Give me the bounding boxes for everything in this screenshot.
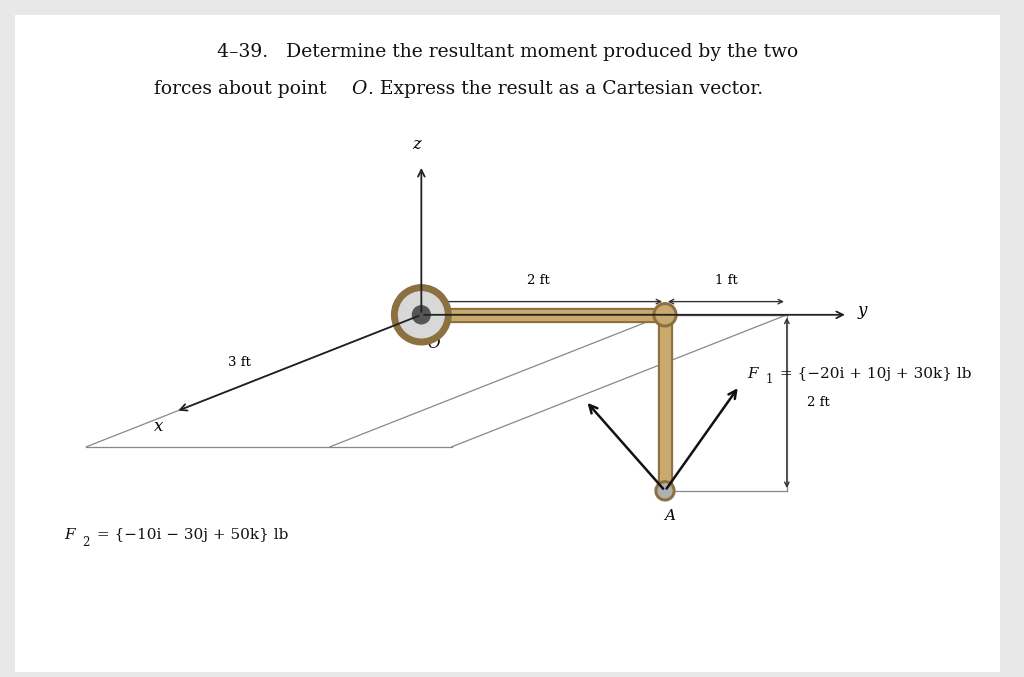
Text: O: O [427,336,439,351]
Text: forces about point: forces about point [154,80,332,98]
Text: 1: 1 [765,373,772,386]
Text: y: y [858,303,867,320]
Circle shape [653,303,677,327]
Text: 4–39.   Determine the resultant moment produced by the two: 4–39. Determine the resultant moment pro… [217,43,799,61]
Text: = {−10i − 30j + 50k} lb: = {−10i − 30j + 50k} lb [92,528,289,542]
Circle shape [655,481,675,501]
Text: . Express the result as a Cartesian vector.: . Express the result as a Cartesian vect… [368,80,763,98]
Circle shape [656,306,674,324]
Text: 2: 2 [82,536,90,548]
Text: 3 ft: 3 ft [227,356,251,369]
Text: O: O [351,80,367,98]
Circle shape [391,285,452,345]
FancyBboxPatch shape [15,15,1000,672]
Text: = {−20i + 10j + 30k} lb: = {−20i + 10j + 30k} lb [775,367,972,381]
Text: F: F [65,528,75,542]
Text: x: x [155,418,164,435]
Circle shape [413,306,430,324]
Text: 2 ft: 2 ft [807,396,829,410]
Circle shape [658,484,672,498]
Text: F: F [748,367,758,381]
Text: 1 ft: 1 ft [715,274,737,286]
Circle shape [398,292,444,338]
Text: z: z [412,136,421,153]
Text: A: A [665,509,676,523]
Text: 2 ft: 2 ft [526,274,550,286]
